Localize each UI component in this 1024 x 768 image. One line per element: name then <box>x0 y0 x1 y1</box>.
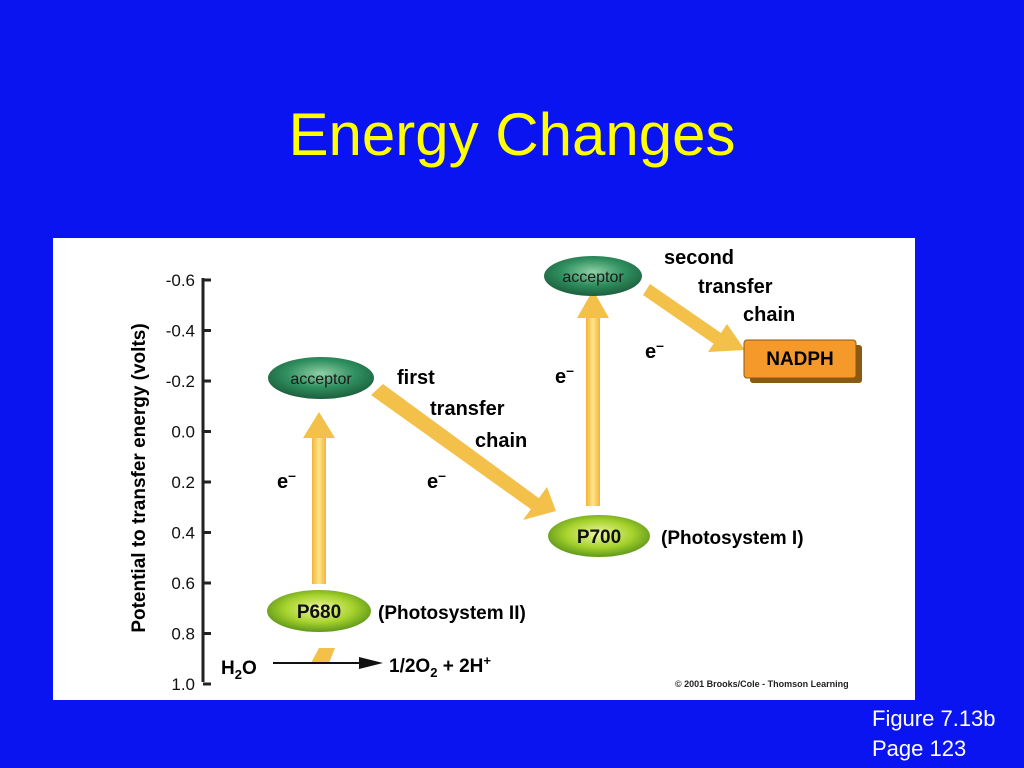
copyright-text: © 2001 Brooks/Cole - Thomson Learning <box>675 679 849 689</box>
y-tick-label: 0.0 <box>171 423 195 442</box>
y-tick-label: -0.2 <box>166 372 195 391</box>
y-tick-label: 0.4 <box>171 524 195 543</box>
figure-panel: -0.6 -0.4 -0.2 0.0 0.2 0.4 0.6 0.8 1.0 Potential… <box>53 238 915 700</box>
slide-title: Energy Changes <box>288 101 736 168</box>
arrow-water-to-p680 <box>311 648 335 663</box>
electron-label: e– <box>427 467 446 493</box>
products-label: 1/2O2 + 2H+ <box>389 653 491 680</box>
first-chain-label-3: chain <box>475 430 527 452</box>
page-number: Page 123 <box>872 736 967 761</box>
photosystem-i-label: (Photosystem I) <box>661 528 804 549</box>
electron-label: e– <box>555 362 574 388</box>
acceptor-node-1: acceptor <box>268 357 374 399</box>
second-chain-label-2: transfer <box>698 276 773 298</box>
y-tick-label: 0.6 <box>171 574 195 593</box>
p700-node: P700 <box>548 515 650 557</box>
arrow-second-chain <box>643 284 745 352</box>
nadph-label: NADPH <box>766 349 834 370</box>
arrow-p700-to-acceptor <box>577 290 609 506</box>
y-tick-label: -0.6 <box>166 271 195 290</box>
second-chain-label-1: second <box>664 247 734 269</box>
water-label: H2O <box>221 658 257 682</box>
acceptor-label: acceptor <box>562 269 624 286</box>
y-tick-label: 0.2 <box>171 473 195 492</box>
second-chain-label-3: chain <box>743 304 795 326</box>
first-chain-label-2: transfer <box>430 398 505 420</box>
photosystem-ii-label: (Photosystem II) <box>378 603 526 624</box>
nadph-box: NADPH <box>743 339 862 383</box>
figure-number: Figure 7.13b <box>872 706 996 731</box>
electron-label: e– <box>645 337 664 363</box>
arrow-water-split <box>273 657 383 669</box>
first-chain-label-1: first <box>397 367 435 389</box>
p680-label: P680 <box>297 602 341 623</box>
energy-diagram: -0.6 -0.4 -0.2 0.0 0.2 0.4 0.6 0.8 1.0 Potential… <box>129 247 862 694</box>
figure-caption: Figure 7.13b Page 123 <box>872 704 996 764</box>
arrow-p680-to-acceptor <box>303 412 335 584</box>
y-tick-label: 0.8 <box>171 625 195 644</box>
electron-label: e– <box>277 467 296 493</box>
acceptor-label: acceptor <box>290 371 352 388</box>
p700-label: P700 <box>577 527 621 548</box>
y-tick-label: 1.0 <box>171 675 195 694</box>
y-axis-label: Potential to transfer energy (volts) <box>129 323 150 632</box>
y-tick-label: -0.4 <box>166 322 195 341</box>
y-axis-ticks: -0.6 -0.4 -0.2 0.0 0.2 0.4 0.6 0.8 1.0 <box>166 271 211 694</box>
arrow-first-chain <box>371 384 556 520</box>
p680-node: P680 <box>267 590 371 632</box>
acceptor-node-2: acceptor <box>544 256 642 296</box>
